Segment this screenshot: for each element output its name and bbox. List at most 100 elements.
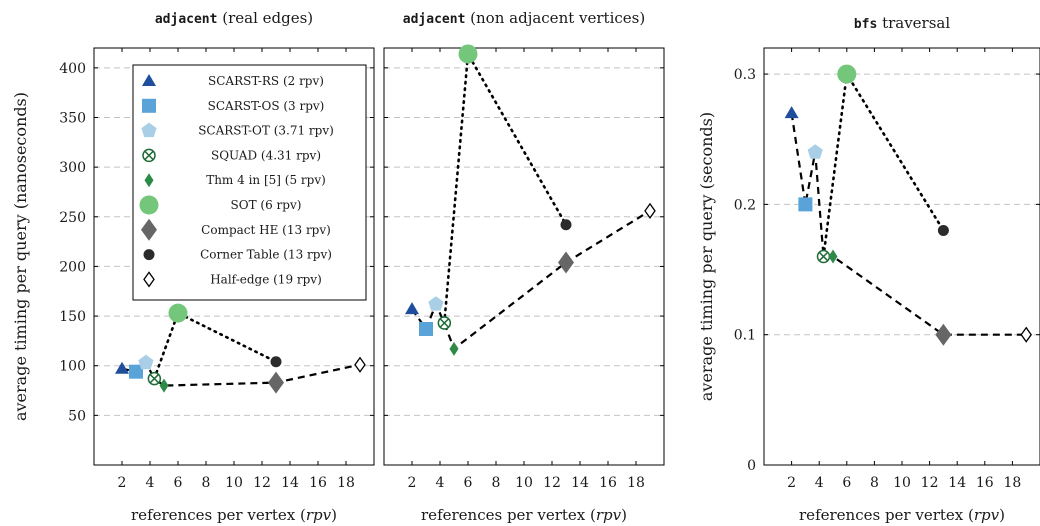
plot-frame (763, 47, 1040, 466)
x-axis-label-prefix: references per vertex ( (421, 506, 596, 524)
x-tick-label: 10 (893, 475, 911, 491)
y-tick-label: 0 (747, 458, 756, 474)
legend-marker-otimes (142, 148, 156, 163)
data-point-triangle (405, 302, 419, 315)
y-tick-label: 50 (68, 408, 86, 424)
chart-title: adjacent (non adjacent vertices) (403, 9, 645, 27)
legend-entry-label: SCARST-OT (3.71 rpv) (198, 124, 334, 138)
x-tick-label: 4 (815, 475, 824, 491)
chart-title-code: adjacent (403, 12, 466, 27)
x-tick-label: 10 (225, 475, 243, 491)
y-tick-label: 300 (59, 160, 86, 176)
data-point-pentagon (807, 144, 823, 159)
data-point-big-diamond (935, 323, 952, 346)
data-point-otimes (147, 371, 162, 386)
dotted-connector-line (153, 311, 278, 380)
legend-entry-label: SCARST-OS (3 rpv) (208, 99, 325, 113)
legend-entry-label: Thm 4 in [5] (5 rpv) (206, 173, 326, 187)
x-axis-label-suffix: ) (621, 506, 627, 524)
x-tick-label: 16 (976, 475, 994, 491)
x-axis-label: references per vertex (rpv) (799, 506, 1005, 524)
legend-entry-label: Compact HE (13 rpv) (201, 223, 331, 237)
legend-marker-open-diamond (143, 271, 155, 288)
legend-entry-label: Corner Table (13 rpv) (200, 248, 332, 262)
legend-box (132, 64, 367, 301)
data-point-triangle (784, 106, 799, 119)
legend-marker-big-circle (139, 195, 159, 215)
chart-title-code: adjacent (155, 12, 218, 27)
chart-title: bfs traversal (854, 14, 951, 32)
y-tick-label: 200 (59, 259, 86, 275)
legend-entry-label: SQUAD (4.31 rpv) (211, 148, 321, 162)
data-point-open-diamond (354, 356, 366, 373)
legend-entry-label: SCARST-RS (2 rpv) (208, 74, 324, 88)
data-point-big-circle (458, 44, 478, 64)
y-tick-label: 0.2 (734, 197, 756, 213)
x-tick-label: 14 (571, 475, 589, 491)
y-tick-label: 0.1 (734, 328, 756, 344)
data-point-small-circle (270, 356, 282, 368)
data-point-otimes (437, 316, 452, 330)
y-tick-label: 400 (59, 61, 86, 77)
data-point-square (419, 321, 433, 336)
x-axis-label-var: rpv (596, 506, 622, 524)
x-axis-label-suffix: ) (999, 506, 1005, 524)
data-point-otimes (816, 249, 831, 264)
data-point-big-circle (837, 64, 857, 84)
x-tick-label: 2 (787, 475, 796, 491)
data-point-small-diamond (159, 378, 169, 393)
x-tick-label: 18 (1003, 475, 1021, 491)
data-point-big-diamond (268, 371, 284, 394)
y-tick-label: 350 (59, 111, 86, 127)
legend-marker-square (142, 98, 156, 113)
x-tick-label: 18 (627, 475, 645, 491)
x-tick-label: 2 (118, 475, 127, 491)
y-tick-label: 100 (59, 359, 86, 375)
x-axis-label-var: rpv (306, 506, 332, 524)
x-tick-label: 6 (464, 475, 473, 491)
x-tick-label: 18 (337, 475, 355, 491)
x-tick-label: 6 (174, 475, 183, 491)
x-tick-label: 16 (599, 475, 617, 491)
legend-marker-pentagon (141, 122, 157, 138)
data-point-small-circle (560, 219, 572, 231)
data-point-pentagon (138, 354, 154, 370)
chart-title-code: bfs (854, 17, 877, 32)
y-axis-label: average timing per query (seconds) (697, 112, 716, 401)
chart-title-rest: (non adjacent vertices) (465, 9, 645, 27)
data-point-open-diamond (1020, 326, 1032, 343)
legend-entry-label: SOT (6 rpv) (231, 198, 302, 212)
legend-marker-triangle (142, 74, 156, 86)
data-point-open-diamond (644, 202, 656, 219)
x-tick-label: 12 (253, 475, 271, 491)
legend-marker-small-circle (143, 249, 155, 261)
x-tick-label: 2 (408, 475, 417, 491)
y-axis-label: average timing per query (nanoseconds) (11, 92, 30, 421)
legend-marker-small-diamond (144, 173, 154, 188)
x-tick-label: 12 (921, 475, 939, 491)
x-axis-label-prefix: references per vertex ( (131, 506, 306, 524)
y-tick-label: 250 (59, 210, 86, 226)
plot-frame (383, 47, 665, 466)
x-tick-label: 12 (543, 475, 561, 491)
x-tick-label: 8 (202, 475, 211, 491)
x-axis-label-prefix: references per vertex ( (799, 506, 974, 524)
chart-title-rest: traversal (877, 14, 950, 32)
chart-panel-3: 2 4 6 8 10 12 14 16 18 0 0.1 0.2 0.3 bfs traversal ref… (697, 14, 1040, 524)
legend: SCARST-RS (2 rpv) SCARST-OS (3 rpv) SCARST… (132, 64, 367, 301)
x-tick-label: 4 (146, 475, 155, 491)
x-axis-label-var: rpv (974, 506, 1000, 524)
data-point-pentagon (428, 296, 444, 311)
x-tick-label: 8 (870, 475, 879, 491)
x-axis-label: references per vertex (rpv) (421, 506, 627, 524)
x-tick-label: 14 (948, 475, 966, 491)
data-point-small-diamond (449, 341, 459, 356)
legend-entry-label: Half-edge (19 rpv) (210, 272, 322, 286)
data-point-big-diamond (558, 251, 574, 274)
data-point-triangle (115, 361, 129, 374)
x-tick-label: 8 (492, 475, 501, 491)
x-tick-label: 10 (515, 475, 533, 491)
x-tick-label: 14 (281, 475, 299, 491)
dotted-connector-line (442, 49, 568, 325)
